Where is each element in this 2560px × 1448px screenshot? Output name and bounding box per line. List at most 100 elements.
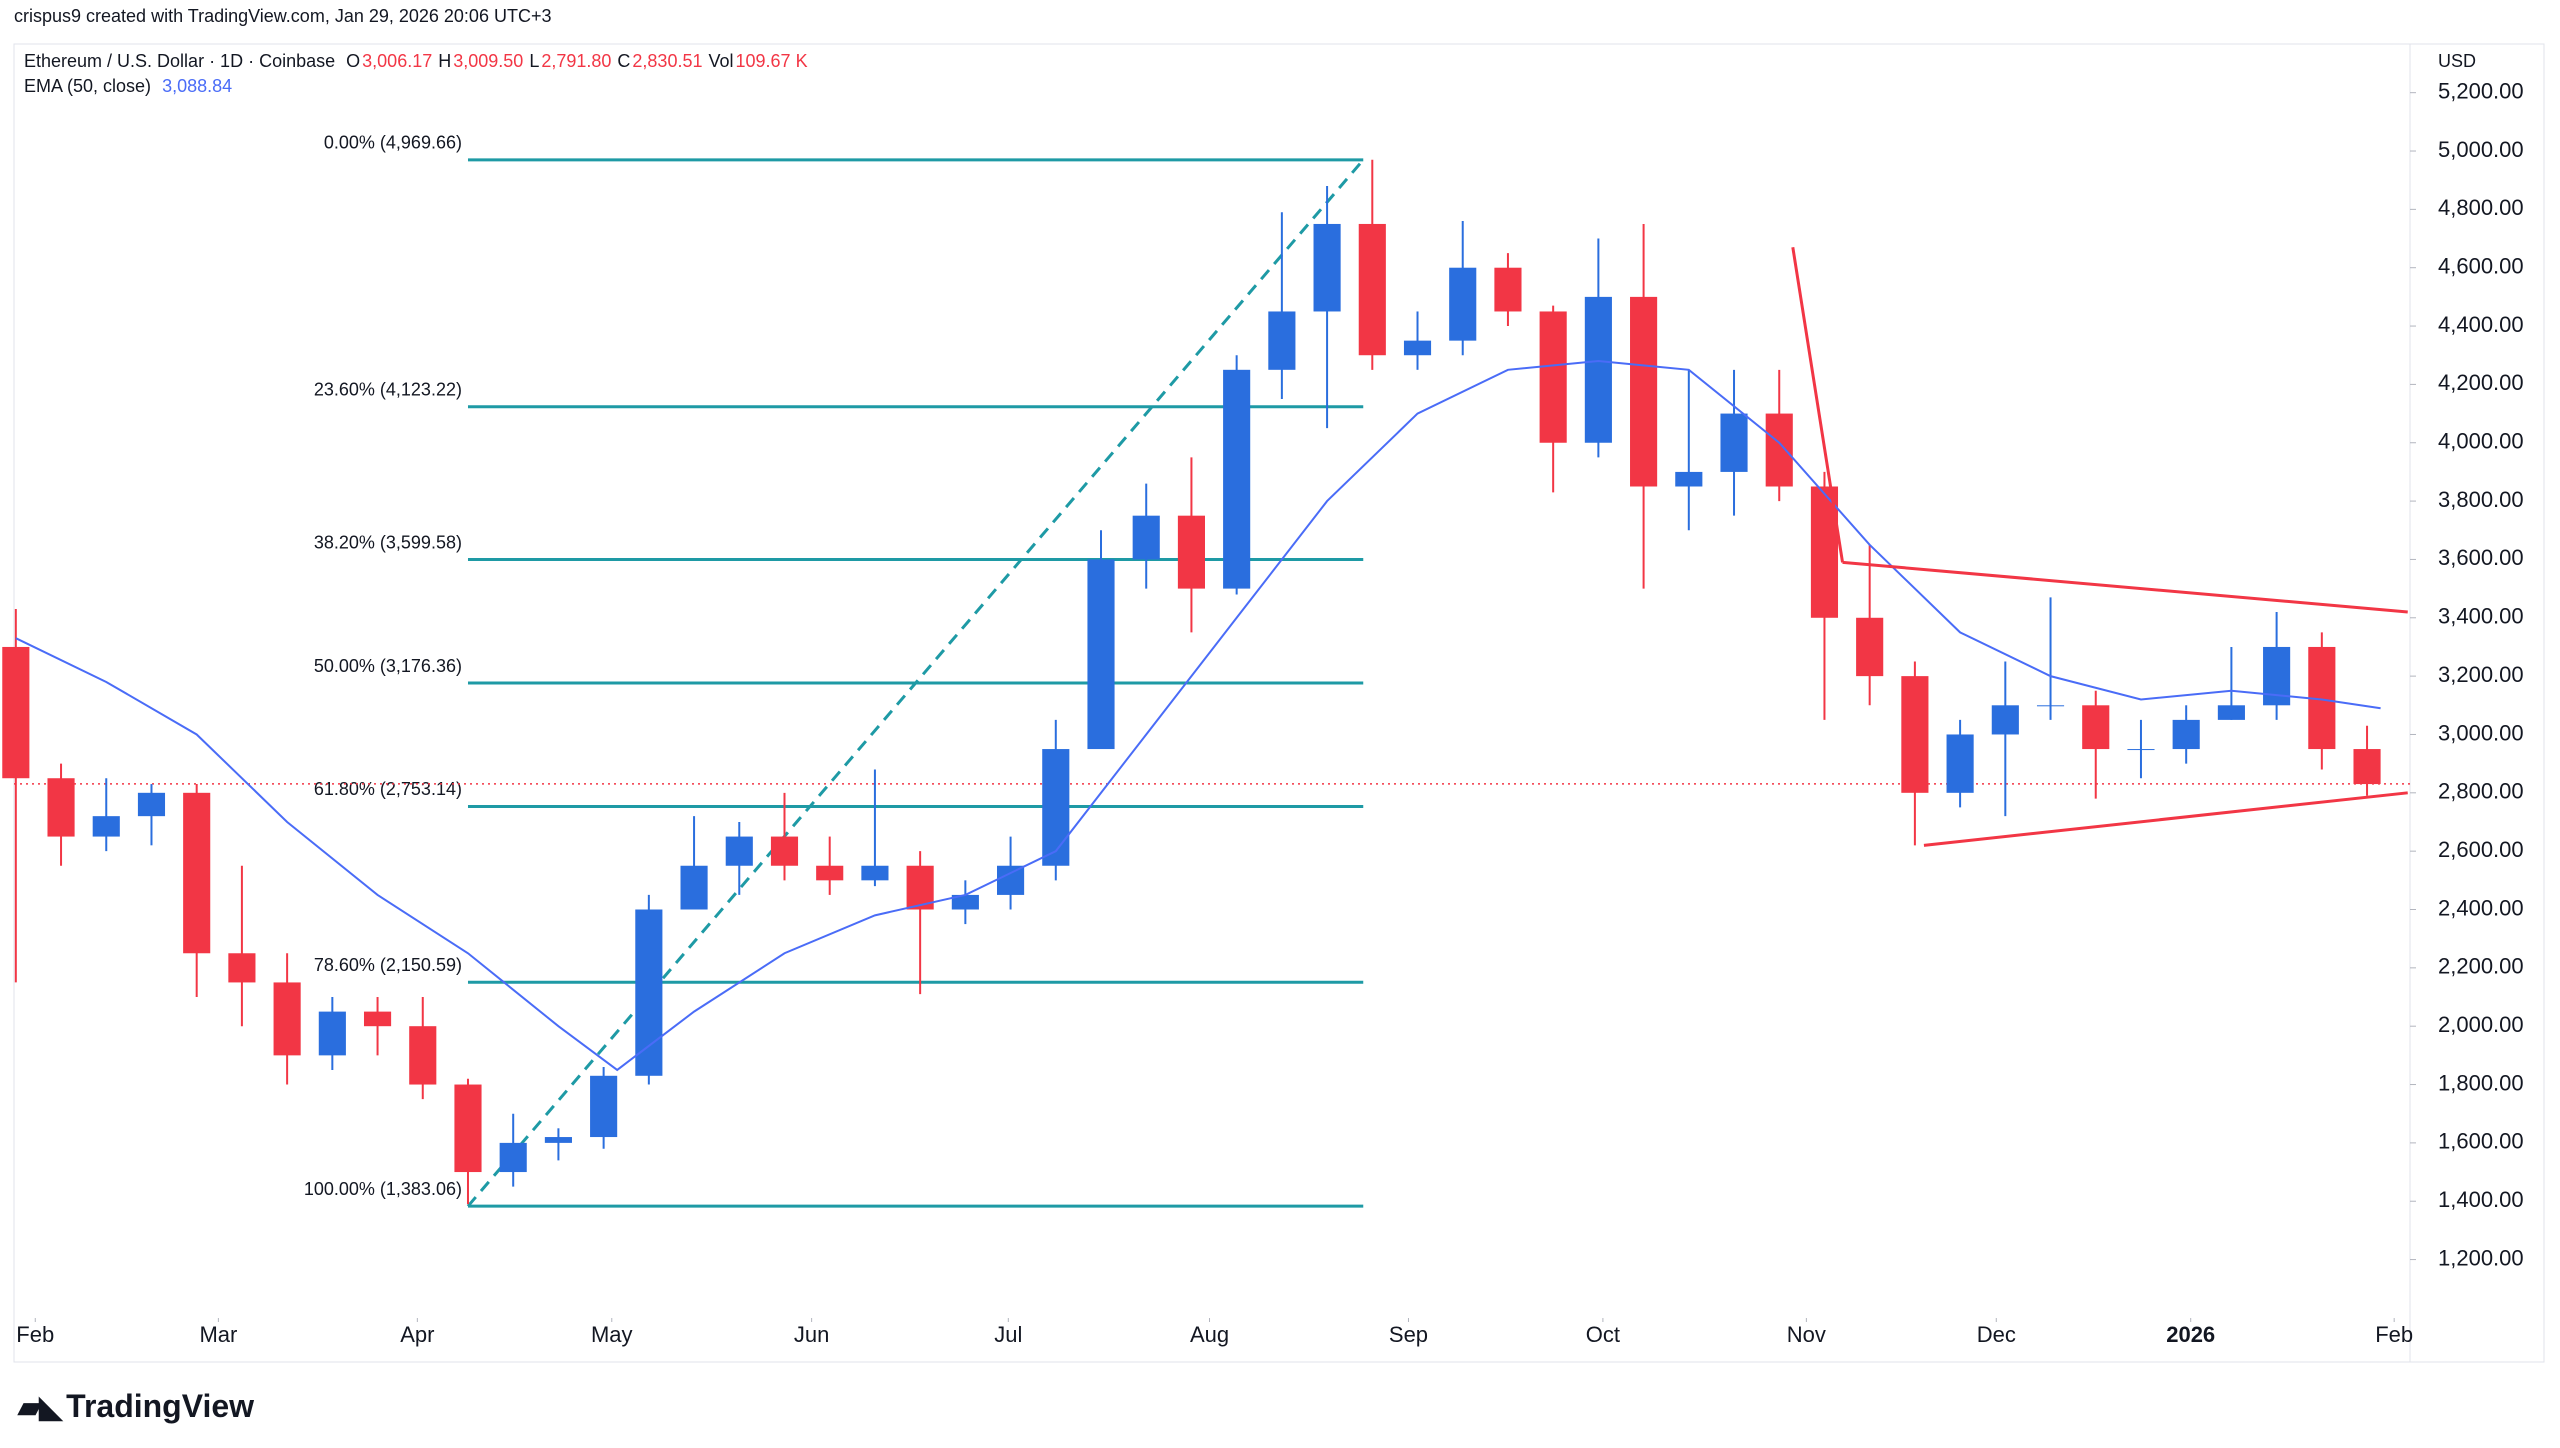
candle-body — [183, 792, 211, 954]
candle-body — [816, 865, 844, 881]
y-tick-label: 1,600.00 — [2438, 1129, 2524, 1154]
x-tick-label: May — [591, 1322, 633, 1347]
ohlc-key: L — [529, 51, 540, 71]
ohlc-key: H — [438, 51, 452, 71]
logo-icon: ▰◣ — [18, 1391, 62, 1424]
candle-body — [318, 1011, 346, 1056]
y-tick-label: 5,200.00 — [2438, 78, 2524, 103]
y-tick-label: 2,000.00 — [2438, 1012, 2524, 1037]
y-tick-label: 5,000.00 — [2438, 137, 2524, 162]
y-tick-label: 1,200.00 — [2438, 1245, 2524, 1270]
candle-body — [997, 865, 1025, 895]
y-tick-label: 4,000.00 — [2438, 429, 2524, 454]
candle-body — [544, 1137, 572, 1143]
y-tick-label: 2,400.00 — [2438, 895, 2524, 920]
candle-body — [454, 1084, 482, 1173]
x-tick-label: Jul — [994, 1322, 1022, 1347]
candle-body — [1177, 515, 1205, 589]
candle-body — [2353, 749, 2381, 785]
x-tick-label: Feb — [16, 1322, 54, 1347]
y-tick-label: 1,800.00 — [2438, 1070, 2524, 1095]
y-tick-label: 2,800.00 — [2438, 779, 2524, 804]
fib-label: 61.80% (2,753.14) — [314, 779, 462, 799]
y-tick-label: 4,400.00 — [2438, 312, 2524, 337]
fib-label: 23.60% (4,123.22) — [314, 380, 462, 400]
plot: 1,200.00 1,400.00 1,600.00 1,800.00 2,000.00… — [2, 78, 2524, 1347]
fib-label: 100.00% (1,383.06) — [304, 1179, 462, 1199]
ohlc-value: 3,009.50 — [453, 51, 524, 71]
ema-legend-row: EMA (50, close) 3,088.84 — [24, 76, 238, 97]
y-tick-label: 4,600.00 — [2438, 254, 2524, 279]
candle-body — [1449, 267, 1477, 341]
ohlc-key: O — [346, 51, 361, 71]
symbol: Ethereum / U.S. Dollar · 1D · Coinbase — [24, 51, 336, 71]
candle-body — [228, 953, 256, 983]
y-tick-label: 4,200.00 — [2438, 370, 2524, 395]
logo: ▰◣ TradingView — [18, 1388, 260, 1425]
candle-body — [1132, 515, 1160, 560]
candle-body — [2036, 705, 2065, 707]
y-tick-label: 3,200.00 — [2438, 662, 2524, 687]
candle-body — [1991, 705, 2019, 735]
fib-label: 50.00% (3,176.36) — [314, 656, 462, 676]
candle-body — [725, 836, 753, 866]
fib-label: 78.60% (2,150.59) — [314, 955, 462, 975]
candle-body — [2, 646, 30, 779]
x-tick-label: Sep — [1389, 1322, 1428, 1347]
candle-body — [1223, 369, 1251, 589]
candle-body — [2127, 749, 2155, 751]
candle-body — [1087, 559, 1115, 750]
candle-body — [409, 1026, 437, 1085]
logo-text: TradingView — [66, 1388, 255, 1424]
candle-body — [137, 792, 166, 817]
x-tick-label: Jun — [794, 1322, 829, 1347]
candle-body — [1313, 223, 1341, 312]
candle-body — [861, 865, 889, 881]
ema-line — [15, 360, 2381, 1072]
candle-body — [47, 778, 75, 837]
ohlc: O 3,006.17 H 3,009.50 L 2,791.80 C 2,830.51 Vol 1… — [346, 51, 813, 71]
candle-body — [1042, 749, 1070, 866]
candle-body — [273, 982, 301, 1056]
x-tick-label: Feb — [2375, 1322, 2413, 1347]
fib-label: 0.00% (4,969.66) — [324, 133, 462, 153]
candle-body — [1946, 734, 1974, 793]
y-tick-label: 4,800.00 — [2438, 195, 2524, 220]
trendline — [1842, 560, 2408, 614]
candle-body — [1584, 296, 1612, 443]
x-tick-label: Aug — [1190, 1322, 1229, 1347]
ohlc-value: 2,830.51 — [632, 51, 703, 71]
candle-body — [590, 1075, 618, 1138]
x-tick-label: Mar — [199, 1322, 237, 1347]
candle-body — [680, 865, 708, 910]
candle-body — [1358, 223, 1386, 356]
candle-body — [2217, 705, 2245, 720]
ohlc-value: 3,006.17 — [362, 51, 433, 71]
y-tick-label: 3,000.00 — [2438, 720, 2524, 745]
x-tick-label: 2026 — [2166, 1322, 2215, 1347]
x-tick-label: Oct — [1586, 1322, 1620, 1347]
fib-trend — [466, 158, 1365, 1208]
chart-frame — [13, 43, 2545, 1363]
candle-body — [1539, 311, 1567, 443]
candle-body — [1856, 617, 1884, 677]
candle-body — [2172, 719, 2200, 750]
fib-label: 38.20% (3,599.58) — [314, 532, 462, 552]
candle-body — [1675, 471, 1703, 487]
currency: USD — [2438, 51, 2476, 71]
ema-value: 3,088.84 — [162, 76, 233, 96]
ohlc-value: 109.67 K — [735, 51, 808, 71]
trendline — [1923, 791, 2408, 847]
y-tick-label: 3,800.00 — [2438, 487, 2524, 512]
attribution: crispus9 created with TradingView.com, J… — [14, 6, 552, 26]
candle-body — [1720, 413, 1748, 472]
y-tick-label: 3,600.00 — [2438, 545, 2524, 570]
candle-body — [2082, 705, 2110, 750]
x-tick-label: Dec — [1977, 1322, 2016, 1347]
y-tick-label: 1,400.00 — [2438, 1187, 2524, 1212]
x-tick-label: Apr — [400, 1322, 434, 1347]
candle-body — [951, 894, 979, 910]
candle-body — [1494, 267, 1522, 312]
